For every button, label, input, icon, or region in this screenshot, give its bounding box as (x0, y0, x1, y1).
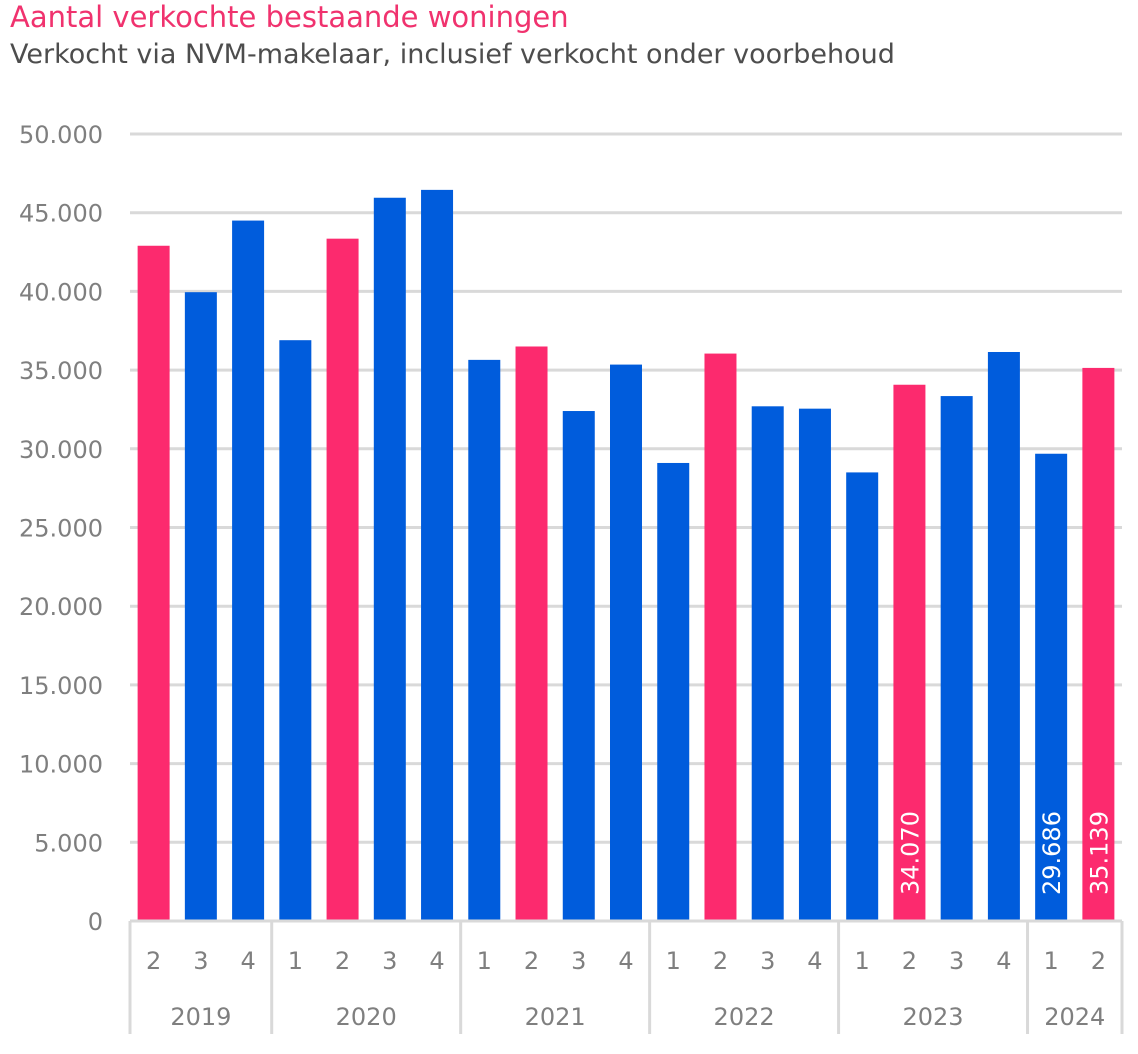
y-tick-label: 5.000 (34, 829, 103, 857)
bar (704, 353, 737, 921)
data-label: 34.070 (896, 811, 924, 895)
bar (232, 220, 265, 921)
data-label: 29.686 (1038, 811, 1066, 895)
bar (373, 197, 406, 921)
x-tick-label: 2 (335, 947, 350, 975)
bar (468, 359, 501, 921)
x-year-label: 2022 (714, 1003, 775, 1031)
y-tick-label: 15.000 (19, 672, 103, 700)
bar (798, 408, 831, 922)
y-tick-label: 0 (88, 908, 103, 936)
x-tick-label: 1 (666, 947, 681, 975)
x-year-label: 2023 (903, 1003, 964, 1031)
y-tick-label: 25.000 (19, 515, 103, 543)
y-tick-label: 50.000 (19, 121, 103, 149)
x-year-label: 2020 (336, 1003, 397, 1031)
bar (846, 472, 879, 921)
bar (1035, 453, 1068, 921)
x-tick-label: 2 (902, 947, 917, 975)
y-axis-ticks: 0 5.000 10.000 15.000 20.000 25.000 30.000 35.0… (19, 121, 103, 936)
bar (515, 346, 548, 921)
bar (1082, 367, 1115, 922)
y-tick-label: 20.000 (19, 593, 103, 621)
x-tick-label: 2 (713, 947, 728, 975)
bar (751, 406, 784, 921)
data-label: 35.139 (1085, 811, 1113, 895)
x-tick-label: 4 (429, 947, 444, 975)
bar (940, 396, 973, 921)
x-tick-label: 3 (949, 947, 964, 975)
x-tick-label: 4 (240, 947, 255, 975)
y-tick-label: 30.000 (19, 436, 103, 464)
x-tick-label: 3 (571, 947, 586, 975)
x-tick-label: 1 (855, 947, 870, 975)
y-tick-label: 45.000 (19, 200, 103, 228)
x-tick-label: 4 (807, 947, 822, 975)
x-year-label: 2021 (525, 1003, 586, 1031)
x-tick-label: 3 (193, 947, 208, 975)
x-tick-label: 4 (618, 947, 633, 975)
bar (657, 462, 690, 921)
x-tick-label: 1 (1044, 947, 1059, 975)
bar (184, 292, 217, 921)
bar (562, 411, 595, 921)
bar (893, 384, 926, 922)
x-tick-label: 2 (1091, 947, 1106, 975)
bar (421, 189, 454, 921)
x-tick-label: 4 (996, 947, 1011, 975)
x-tick-label: 1 (477, 947, 492, 975)
chart-subtitle: Verkocht via NVM-makelaar, inclusief ver… (10, 39, 895, 70)
bar (610, 364, 642, 921)
bar (279, 340, 312, 922)
x-tick-label: 2 (524, 947, 539, 975)
data-labels: 34.070 29.686 35.139 (896, 811, 1113, 895)
y-tick-label: 40.000 (19, 278, 103, 306)
bar (987, 351, 1020, 921)
x-tick-label: 2 (146, 947, 161, 975)
x-tick-label: 3 (382, 947, 397, 975)
x-year-label: 2019 (170, 1003, 231, 1031)
y-tick-label: 10.000 (19, 751, 103, 779)
x-year-label: 2024 (1044, 1003, 1105, 1031)
x-axis: 2 3 4 1 2 3 4 1 2 3 4 1 2 3 4 1 2 3 4 1 2 2019 2020 2021 2022 202… (128, 919, 1124, 1034)
x-tick-label: 1 (288, 947, 303, 975)
y-tick-label: 35.000 (19, 357, 103, 385)
x-tick-label: 3 (760, 947, 775, 975)
chart-title: Aantal verkochte bestaande woningen (10, 0, 569, 34)
bars (137, 189, 1115, 922)
bar (137, 245, 170, 921)
bar (326, 238, 359, 921)
